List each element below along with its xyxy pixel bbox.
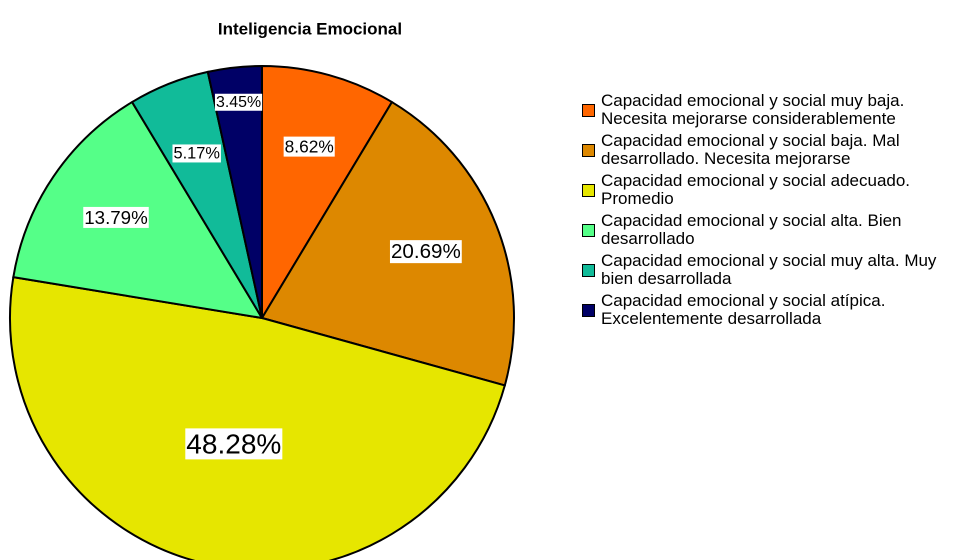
legend-label: Capacidad emocional y social muy baja. N… — [601, 91, 905, 128]
pie-slice — [9, 276, 507, 560]
data-label-group: 3.45% — [214, 93, 263, 111]
legend-label: Capacidad emocional y social adecuado. P… — [601, 171, 911, 208]
data-label-group: 13.79% — [83, 206, 149, 228]
pie-slice — [260, 100, 515, 387]
data-label-group: 8.62% — [283, 136, 335, 157]
legend-label: Capacidad emocional y social atípica. Ex… — [601, 291, 886, 328]
data-label-bg — [83, 206, 149, 228]
legend-item: Capacidad emocional y social alta. Bien … — [582, 212, 967, 248]
legend-swatch — [582, 223, 595, 237]
legend-item: Capacidad emocional y social muy alta. M… — [582, 252, 967, 288]
data-label: 13.79% — [84, 207, 148, 228]
data-label-group: 48.28% — [185, 428, 283, 460]
pie-slice — [261, 64, 394, 322]
legend-item: Capacidad emocional y social muy baja. N… — [582, 92, 967, 128]
legend-label: Capacidad emocional y social alta. Bien … — [601, 211, 902, 248]
legend-label: Capacidad emocional y social baja. Mal d… — [601, 131, 900, 168]
data-label-bg — [283, 136, 335, 157]
legend-swatch — [582, 103, 595, 117]
legend-swatch — [582, 143, 595, 157]
legend-swatch — [582, 263, 595, 277]
pie-slice — [206, 64, 263, 319]
legend-item: Capacidad emocional y social adecuado. P… — [582, 172, 967, 208]
legend-swatch — [582, 183, 595, 197]
data-label-bg — [214, 93, 263, 111]
data-label-group: 20.69% — [389, 240, 462, 264]
legend: Capacidad emocional y social muy baja. N… — [582, 92, 967, 328]
data-label-bg — [389, 240, 462, 264]
data-label: 20.69% — [391, 240, 461, 263]
data-label-bg — [172, 144, 221, 163]
data-label: 48.28% — [186, 428, 281, 459]
legend-swatch — [582, 303, 595, 317]
data-label: 5.17% — [173, 144, 219, 162]
data-label-bg — [185, 428, 283, 460]
data-label: 3.45% — [216, 94, 261, 111]
data-label: 8.62% — [285, 137, 334, 157]
legend-label: Capacidad emocional y social muy alta. M… — [601, 251, 937, 288]
legend-item: Capacidad emocional y social atípica. Ex… — [582, 292, 967, 328]
legend-item: Capacidad emocional y social baja. Mal d… — [582, 132, 967, 168]
chart-title: Inteligencia Emocional — [218, 19, 402, 38]
data-label-group: 5.17% — [172, 144, 221, 163]
